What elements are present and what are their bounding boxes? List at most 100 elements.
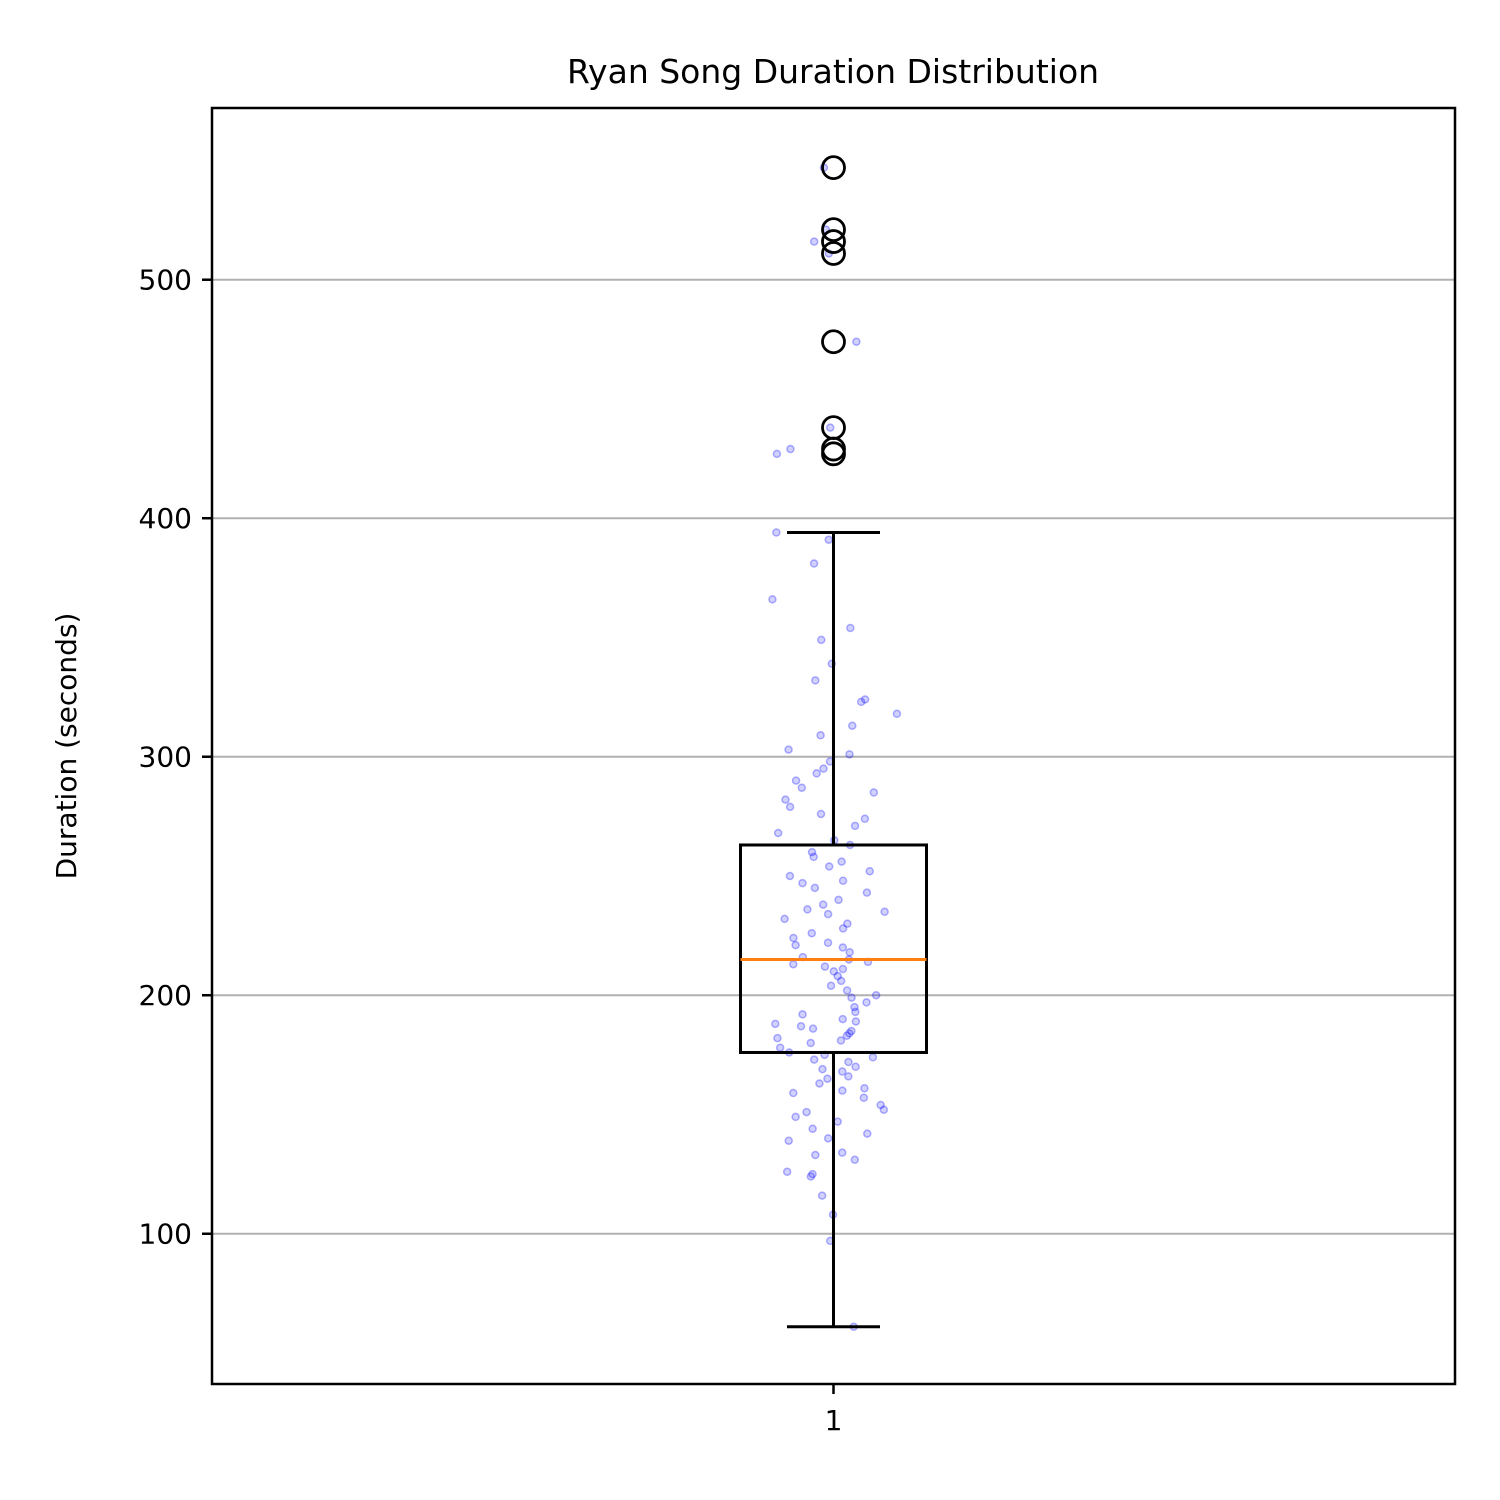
x-tick-label: 1 <box>825 1404 843 1437</box>
y-tick-label: 100 <box>139 1218 192 1251</box>
jitter-point <box>809 852 818 862</box>
jitter-point <box>823 909 833 919</box>
jitter-point <box>775 1043 785 1052</box>
jitter-point <box>768 595 777 604</box>
jitter-point <box>824 862 834 871</box>
jitter-point <box>809 1055 819 1064</box>
jitter-point <box>812 769 821 778</box>
jitter-point <box>785 802 795 812</box>
jitter-point <box>871 990 881 1000</box>
jitter-point <box>780 914 789 924</box>
jitter-point <box>803 905 812 914</box>
jitter-point <box>838 876 848 886</box>
jitter-point <box>818 1064 827 1074</box>
jitter-point <box>823 1134 833 1143</box>
jitter-point <box>772 528 781 537</box>
jitter-point <box>848 721 857 730</box>
jitter-point <box>860 814 870 823</box>
jitter-point <box>826 423 835 432</box>
jitter-point <box>808 1024 818 1033</box>
jitter-point <box>796 1021 806 1031</box>
jitter-point <box>772 449 782 459</box>
jitter-point <box>856 697 866 707</box>
jitter-point <box>847 993 856 1002</box>
y-tick-label: 400 <box>139 502 192 535</box>
jitter-point <box>842 986 852 995</box>
jitter-point <box>806 1038 815 1048</box>
jitter-point <box>851 1017 861 1026</box>
jitter-point <box>817 635 826 645</box>
jitter-point <box>847 1026 856 1036</box>
jitter-point <box>862 998 871 1007</box>
outlier-point <box>821 229 846 254</box>
jitter-point <box>876 1100 885 1110</box>
jitter-point <box>784 1136 793 1145</box>
outlier-point <box>821 241 846 266</box>
jitter-point <box>844 1057 853 1067</box>
jitter-point <box>773 828 783 838</box>
jitter-point <box>791 776 801 785</box>
jitter-point <box>815 1079 824 1088</box>
jitter-point <box>818 900 828 909</box>
jitter-point <box>784 745 793 754</box>
jitter-point <box>809 237 819 246</box>
jitter-point <box>880 907 889 917</box>
y-tick-label: 500 <box>139 264 192 297</box>
jitter-point <box>791 940 800 950</box>
jitter-point <box>819 764 828 773</box>
jitter-point <box>843 919 852 928</box>
y-tick-label: 200 <box>139 979 192 1012</box>
jitter-point <box>789 959 798 969</box>
box-plot <box>739 155 928 1329</box>
jitter-point <box>837 857 846 866</box>
outlier-point <box>821 329 846 355</box>
jitter-point <box>865 866 875 876</box>
jitter-point <box>802 1107 811 1117</box>
jitter-point <box>860 1084 869 1093</box>
jitter-point <box>845 1029 854 1038</box>
jitter-point <box>817 1191 827 1200</box>
jitter-point <box>836 1036 846 1045</box>
jitter-point <box>844 1072 853 1081</box>
outlier-point <box>821 155 846 181</box>
axes: 100 200 300 400 500 1 <box>139 106 1457 1437</box>
jitter-point <box>798 1010 807 1019</box>
jitter-point <box>845 948 854 957</box>
jitter-point <box>807 928 817 938</box>
jitter-point <box>771 1019 780 1029</box>
jitter-point <box>809 559 819 568</box>
jitter-point <box>791 1112 800 1122</box>
jitter-point <box>806 1172 816 1181</box>
iqr-box <box>739 843 928 1054</box>
jitter-point <box>782 1167 792 1176</box>
jitter-point <box>823 938 833 948</box>
jitter-point <box>838 1067 847 1076</box>
jitter-point <box>850 821 860 831</box>
outlier-point <box>821 441 846 467</box>
jitter-point <box>797 783 807 792</box>
jitter-point <box>838 1014 847 1024</box>
jitter-point <box>838 1086 847 1095</box>
jitter-point <box>807 847 817 857</box>
jitter-point <box>851 1007 860 1017</box>
jitter-point <box>833 971 842 981</box>
jitter-point <box>869 788 879 797</box>
jitter-point <box>834 895 843 905</box>
jitter-point <box>850 1155 860 1165</box>
jitter-point <box>846 623 855 633</box>
jitter-point <box>820 962 830 971</box>
jitter-point <box>808 1169 817 1179</box>
jitter-point <box>863 1129 872 1138</box>
jitter-point <box>811 1150 820 1160</box>
jitter-point <box>862 888 872 897</box>
jitter-point <box>824 535 833 544</box>
jitter-point <box>838 924 848 933</box>
jitter-point <box>879 1105 889 1114</box>
jitter-point <box>838 943 848 952</box>
jitter-point <box>859 1093 869 1103</box>
jitter-point <box>892 709 902 719</box>
jitter-point <box>816 809 826 819</box>
jitter-point <box>836 976 846 986</box>
jitter-point <box>829 967 839 976</box>
